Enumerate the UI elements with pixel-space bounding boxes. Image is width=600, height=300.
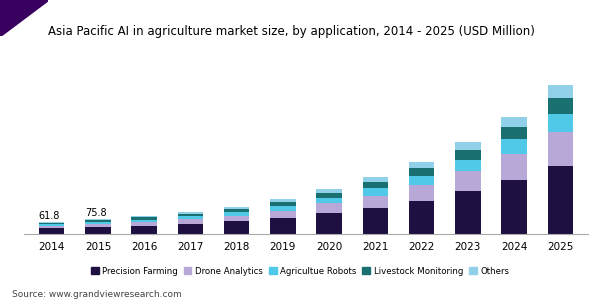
Bar [455,142,481,150]
Text: 61.8: 61.8 [39,211,60,221]
Bar [409,161,434,168]
Bar [178,224,203,234]
Bar [85,220,110,222]
Bar [362,188,388,196]
Bar [362,208,388,234]
Bar [39,224,64,226]
Bar [409,201,434,234]
Bar [316,213,342,234]
Bar [270,211,296,218]
Bar [270,206,296,211]
Bar [362,182,388,188]
Bar [224,212,250,216]
Bar [39,226,64,228]
Bar [548,85,573,98]
Bar [39,228,64,234]
Bar [224,207,250,209]
Bar [85,227,110,234]
Bar [178,214,203,216]
Bar [502,154,527,180]
Bar [548,98,573,113]
Bar [270,202,296,206]
Text: Source: www.grandviewresearch.com: Source: www.grandviewresearch.com [12,290,182,299]
Bar [502,180,527,234]
Bar [316,203,342,213]
Bar [131,216,157,218]
Bar [224,221,250,234]
Bar [178,216,203,219]
Polygon shape [0,0,48,36]
Bar [362,177,388,182]
Legend: Precision Farming, Drone Analytics, Agricultue Robots, Livestock Monitoring, Oth: Precision Farming, Drone Analytics, Agri… [88,263,512,279]
Bar [270,218,296,234]
Bar [502,117,527,127]
Bar [455,171,481,191]
Text: Asia Pacific AI in agriculture market size, by application, 2014 - 2025 (USD Mil: Asia Pacific AI in agriculture market si… [48,25,535,38]
Bar [455,150,481,160]
Bar [131,222,157,226]
Bar [316,197,342,203]
Bar [548,166,573,234]
Bar [131,220,157,222]
Bar [316,189,342,193]
Bar [224,216,250,221]
Bar [455,160,481,171]
Bar [131,226,157,234]
Bar [270,199,296,202]
Bar [409,185,434,201]
Bar [409,176,434,185]
Bar [548,132,573,166]
Bar [548,113,573,132]
Bar [39,222,64,223]
Bar [455,191,481,234]
Bar [502,127,527,140]
Bar [85,224,110,227]
Bar [85,222,110,224]
Bar [316,193,342,197]
Bar [131,218,157,220]
Bar [85,219,110,220]
Bar [39,223,64,224]
Bar [224,209,250,212]
Text: 75.8: 75.8 [85,208,107,218]
Bar [178,212,203,214]
Bar [502,140,527,154]
Bar [362,196,388,208]
Bar [409,168,434,176]
Bar [178,219,203,224]
